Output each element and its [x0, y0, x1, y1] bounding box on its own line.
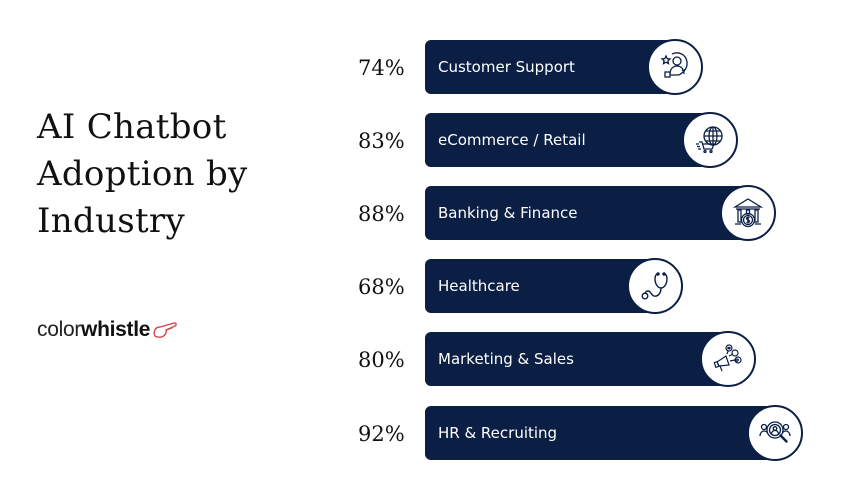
- bar-row-hr-recruiting: 92% HR & Recruiting: [0, 405, 850, 461]
- bar-label: Customer Support: [438, 58, 575, 76]
- customer-support-icon: [660, 52, 688, 78]
- logo-text-bold: whistle: [81, 318, 151, 341]
- bar-row-marketing-sales: 80% Marketing & Sales: [0, 331, 850, 387]
- ecommerce-cart-globe-icon: [696, 126, 723, 154]
- bar-label: eCommerce / Retail: [438, 131, 586, 149]
- bar-label: HR & Recruiting: [438, 424, 558, 442]
- logo-text-light: color: [37, 318, 82, 341]
- percent-value: 83%: [358, 129, 405, 153]
- bar-row-ecommerce-retail: 83% eCommerce / Retail: [0, 112, 850, 168]
- percent-value: 68%: [358, 275, 405, 299]
- stethoscope-icon: [641, 272, 668, 300]
- bar: [425, 186, 748, 240]
- megaphone-social-icon: [713, 344, 742, 372]
- percent-value: 80%: [358, 348, 405, 372]
- bar: [425, 406, 775, 460]
- percent-value: 92%: [358, 422, 405, 446]
- icon-badge: [627, 258, 683, 314]
- percent-value: 74%: [358, 56, 405, 80]
- whistle-icon: [153, 322, 177, 338]
- title-line-1: AI Chatbot: [37, 107, 227, 147]
- bar-label: Marketing & Sales: [438, 350, 574, 368]
- bar-label: Banking & Finance: [438, 204, 578, 222]
- icon-badge: [700, 331, 756, 387]
- icon-badge: [720, 185, 776, 241]
- bar: [425, 113, 710, 167]
- colorwhistle-logo: color whistle: [37, 318, 178, 342]
- recruiting-search-icon: [759, 421, 791, 443]
- bar-row-customer-support: 74% Customer Support: [0, 39, 850, 95]
- icon-badge: [647, 39, 703, 95]
- title-line-3: Industry: [37, 201, 185, 241]
- percent-value: 88%: [358, 202, 405, 226]
- bank-dollar-icon: [732, 198, 764, 228]
- icon-badge: [747, 405, 803, 461]
- title-line-2: Adoption by: [37, 154, 248, 194]
- bar: [425, 259, 655, 313]
- icon-badge: [682, 112, 738, 168]
- bar-label: Healthcare: [438, 277, 520, 295]
- bar: [425, 332, 728, 386]
- bar-row-banking-finance: 88% Banking & Finance: [0, 185, 850, 241]
- bar-row-healthcare: 68% Healthcare: [0, 258, 850, 314]
- page-title: AI Chatbot Adoption by Industry: [37, 104, 317, 245]
- bar: [425, 40, 675, 94]
